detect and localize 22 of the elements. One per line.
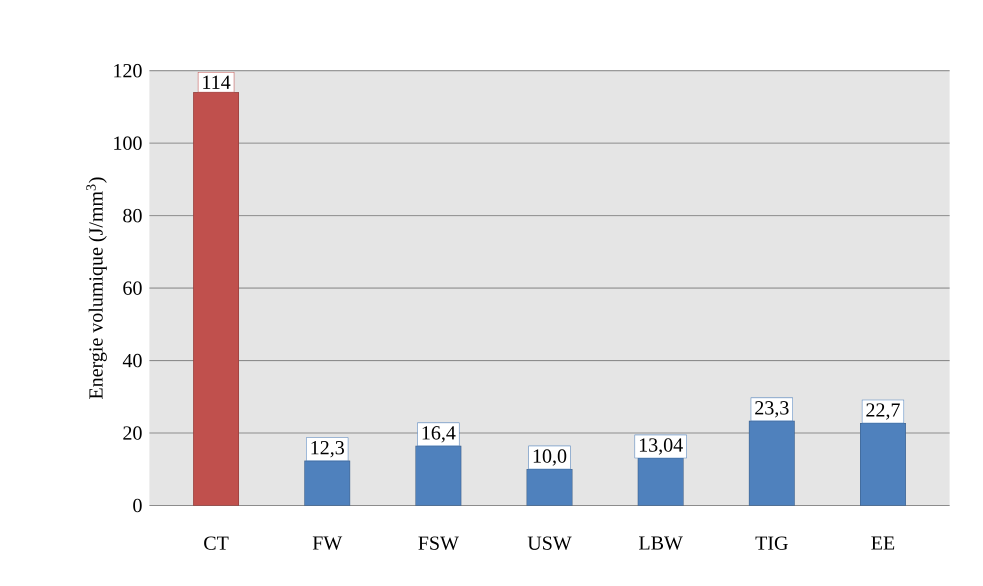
- data-label: 114: [203, 76, 230, 90]
- y-axis-title: Energie volumique (J/mm$^{3}$): [86, 178, 107, 400]
- data-label: 22,7: [866, 404, 900, 420]
- y-tick-label: 100: [114, 136, 142, 150]
- x-tick-label: TIG: [756, 536, 788, 550]
- y-tick-label: 0: [133, 498, 142, 512]
- data-label: 12,3: [311, 441, 344, 458]
- data-label: 23,3: [755, 401, 789, 418]
- x-tick-label: EE: [871, 536, 894, 550]
- y-tick-label: 20: [123, 426, 142, 440]
- x-tick-label: CT: [204, 536, 229, 550]
- data-label: 16,4: [422, 426, 456, 443]
- x-tick-label: LBW: [639, 536, 683, 550]
- y-tick-label: 40: [122, 354, 142, 368]
- data-label: 10,0: [534, 450, 566, 466]
- y-tick-label: 120: [114, 64, 142, 78]
- y-tick-label: 80: [123, 209, 142, 223]
- x-tick-label: FW: [312, 536, 342, 550]
- y-tick-label: 60: [123, 282, 142, 296]
- x-tick-label: USW: [528, 536, 572, 550]
- data-label: 13,04: [640, 438, 683, 455]
- x-tick-label: FSW: [418, 536, 459, 550]
